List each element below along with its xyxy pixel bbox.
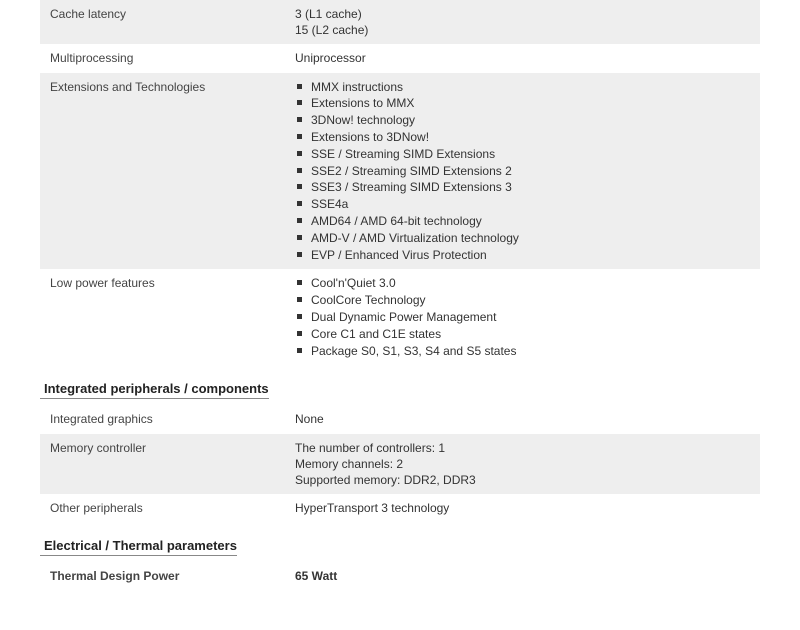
- spec-bullet-item: Extensions to MMX: [295, 95, 750, 112]
- spec-bullet-item: SSE / Streaming SIMD Extensions: [295, 146, 750, 163]
- section-heading-wrap: Electrical / Thermal parameters: [40, 522, 760, 562]
- spec-bullet-item: AMD-V / AMD Virtualization technology: [295, 230, 750, 247]
- spec-value: 65 Watt: [285, 562, 760, 590]
- spec-bullet-item: CoolCore Technology: [295, 292, 750, 309]
- spec-label: Extensions and Technologies: [40, 73, 285, 270]
- spec-bullet-item: Core C1 and C1E states: [295, 326, 750, 343]
- table-row: Low power featuresCool'n'Quiet 3.0CoolCo…: [40, 269, 760, 365]
- spec-value: HyperTransport 3 technology: [285, 494, 760, 522]
- spec-label: Low power features: [40, 269, 285, 365]
- table-row: Integrated graphicsNone: [40, 405, 760, 433]
- spec-bullet-item: Cool'n'Quiet 3.0: [295, 275, 750, 292]
- spec-bullet-item: AMD64 / AMD 64-bit technology: [295, 213, 750, 230]
- spec-label: Other peripherals: [40, 494, 285, 522]
- spec-label: Thermal Design Power: [40, 562, 285, 590]
- spec-bullet-item: SSE4a: [295, 196, 750, 213]
- table-row: Other peripheralsHyperTransport 3 techno…: [40, 494, 760, 522]
- spec-bullet-item: Extensions to 3DNow!: [295, 129, 750, 146]
- spec-bullet-item: Package S0, S1, S3, S4 and S5 states: [295, 343, 750, 360]
- table-row: Cache latency3 (L1 cache)15 (L2 cache): [40, 0, 760, 44]
- spec-value: Uniprocessor: [285, 44, 760, 72]
- spec-table-main: Cache latency3 (L1 cache)15 (L2 cache)Mu…: [40, 0, 760, 365]
- table-row: Thermal Design Power65 Watt: [40, 562, 760, 590]
- table-row: Memory controllerThe number of controlle…: [40, 434, 760, 495]
- section-heading-peripherals: Integrated peripherals / components: [40, 371, 269, 399]
- spec-bullet-item: MMX instructions: [295, 79, 750, 96]
- section-heading-thermal: Electrical / Thermal parameters: [40, 528, 237, 556]
- spec-table-peripherals: Integrated graphicsNoneMemory controller…: [40, 405, 760, 522]
- spec-sheet: Cache latency3 (L1 cache)15 (L2 cache)Mu…: [0, 0, 800, 590]
- spec-label: Cache latency: [40, 0, 285, 44]
- spec-bullet-list: MMX instructionsExtensions to MMX3DNow! …: [295, 79, 750, 264]
- spec-value: The number of controllers: 1Memory chann…: [285, 434, 760, 495]
- spec-label: Memory controller: [40, 434, 285, 495]
- spec-bullet-item: Dual Dynamic Power Management: [295, 309, 750, 326]
- spec-table-thermal: Thermal Design Power65 Watt: [40, 562, 760, 590]
- spec-bullet-item: EVP / Enhanced Virus Protection: [295, 247, 750, 264]
- spec-value: None: [285, 405, 760, 433]
- spec-bullet-list: Cool'n'Quiet 3.0CoolCore TechnologyDual …: [295, 275, 750, 359]
- spec-value: Cool'n'Quiet 3.0CoolCore TechnologyDual …: [285, 269, 760, 365]
- table-row: MultiprocessingUniprocessor: [40, 44, 760, 72]
- spec-value: 3 (L1 cache)15 (L2 cache): [285, 0, 760, 44]
- spec-label: Integrated graphics: [40, 405, 285, 433]
- spec-bullet-item: SSE3 / Streaming SIMD Extensions 3: [295, 179, 750, 196]
- section-heading-wrap: Integrated peripherals / components: [40, 365, 760, 405]
- spec-value: MMX instructionsExtensions to MMX3DNow! …: [285, 73, 760, 270]
- spec-bullet-item: SSE2 / Streaming SIMD Extensions 2: [295, 163, 750, 180]
- table-row: Extensions and TechnologiesMMX instructi…: [40, 73, 760, 270]
- spec-label: Multiprocessing: [40, 44, 285, 72]
- spec-bullet-item: 3DNow! technology: [295, 112, 750, 129]
